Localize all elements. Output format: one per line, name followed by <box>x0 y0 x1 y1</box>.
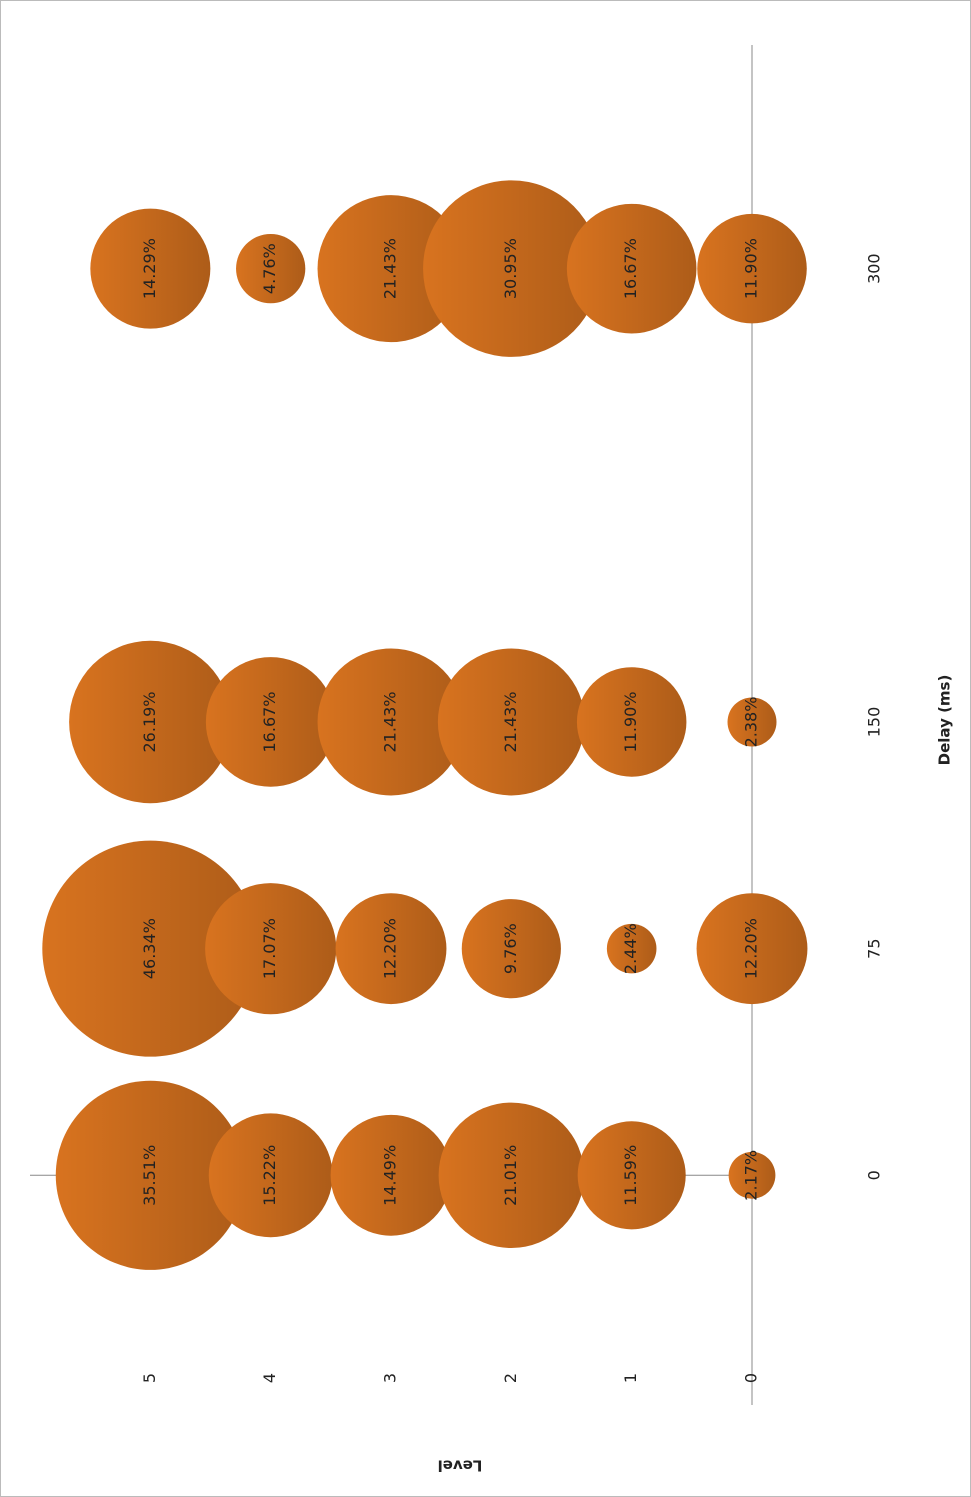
x-tick-label: 75 <box>865 938 884 958</box>
x-tick-label: 150 <box>865 707 884 738</box>
bubble-shade <box>205 883 337 1015</box>
y-tick-label: 1 <box>621 1373 640 1383</box>
bubble-shade <box>423 180 600 357</box>
data-label: 4.76% <box>260 243 279 294</box>
data-label: 16.67% <box>621 238 640 299</box>
data-label: 21.01% <box>501 1145 520 1206</box>
data-label: 11.59% <box>621 1145 640 1206</box>
data-label: 12.20% <box>742 918 761 979</box>
bubble-shade <box>42 840 259 1057</box>
bubble-shade <box>90 208 211 329</box>
y-tick-label: 2 <box>501 1373 520 1383</box>
bubble-shade <box>317 648 465 796</box>
bubble-shade <box>461 899 561 999</box>
data-label: 2.44% <box>621 923 640 974</box>
bubble-shade <box>577 1121 686 1230</box>
y-tick-label: 5 <box>140 1373 159 1383</box>
x-tick-label: 0 <box>865 1170 884 1180</box>
bubble-shade <box>335 893 447 1005</box>
bubble-shade <box>317 195 465 343</box>
data-label: 16.67% <box>260 691 279 752</box>
data-label: 30.95% <box>501 238 520 299</box>
y-tick-label: 3 <box>381 1373 400 1383</box>
data-label: 46.34% <box>140 918 159 979</box>
bubble-shade <box>438 1102 585 1249</box>
bubble-shade <box>576 667 687 777</box>
data-label: 9.76% <box>501 923 520 974</box>
x-tick-label: 300 <box>865 253 884 284</box>
bubble-shade <box>236 234 306 304</box>
data-label: 17.07% <box>260 918 279 979</box>
bubble-shade <box>606 923 657 974</box>
y-axis-title: Level <box>438 1457 483 1475</box>
bubble-shade <box>697 213 807 324</box>
data-label: 2.38% <box>742 697 761 748</box>
bubble-shade <box>55 1080 245 1270</box>
data-label: 15.22% <box>260 1145 279 1206</box>
x-axis-title: Delay (ms) <box>936 675 954 766</box>
data-label: 21.43% <box>501 691 520 752</box>
data-label: 26.19% <box>140 691 159 752</box>
plot: 0 75 150 300 0 1 2 3 4 5 Delay (ms) Level 35.51% 15.2… <box>30 45 954 1475</box>
bubble-shade <box>205 657 336 787</box>
data-label: 2.17% <box>742 1150 761 1201</box>
data-label: 14.29% <box>140 238 159 299</box>
bubble-shade <box>330 1114 452 1236</box>
data-label: 21.43% <box>381 691 400 752</box>
data-label: 21.43% <box>381 238 400 299</box>
bubble-shade <box>728 1151 776 1199</box>
y-tick-label: 4 <box>260 1373 279 1383</box>
bubble-shade <box>208 1113 333 1238</box>
y-tick-label: 0 <box>742 1373 761 1383</box>
data-label: 12.20% <box>381 918 400 979</box>
bubble-shade <box>696 893 808 1005</box>
data-label: 11.90% <box>742 238 761 299</box>
data-label: 14.49% <box>381 1145 400 1206</box>
data-label: 11.90% <box>621 691 640 752</box>
bubble-shade <box>437 648 585 796</box>
bubble-shade <box>69 640 232 804</box>
bubble-shade <box>566 203 697 334</box>
bubble-shade <box>727 697 777 747</box>
data-label: 35.51% <box>140 1145 159 1206</box>
